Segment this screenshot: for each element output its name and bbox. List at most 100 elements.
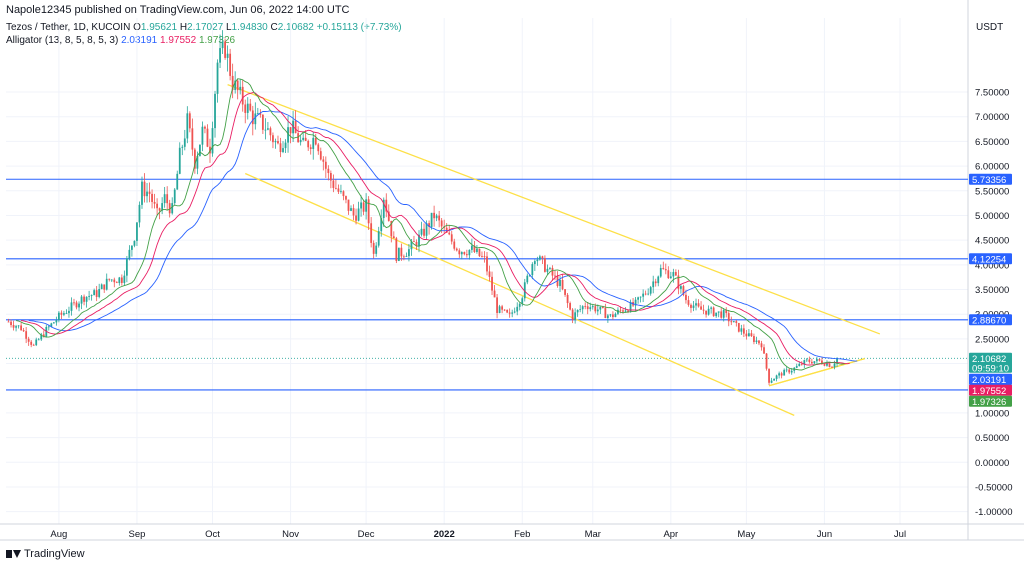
candle-body xyxy=(526,275,529,283)
candle-body xyxy=(609,314,612,316)
trendline xyxy=(227,84,881,335)
candle-body xyxy=(302,137,305,140)
candle-body xyxy=(156,203,158,209)
candle-body xyxy=(612,314,614,318)
candle-body xyxy=(327,168,330,174)
candle-body xyxy=(176,173,179,190)
price-axis[interactable]: 7.50000 7.00000 6.50000 6.00000 5.50000 5.000… xyxy=(975,88,1013,519)
candle-body xyxy=(63,313,65,315)
price-tick-label: 5.00000 xyxy=(975,211,1009,222)
grid xyxy=(0,0,1024,541)
candle-body xyxy=(702,309,705,311)
candle-body xyxy=(138,204,141,223)
candle-body xyxy=(765,353,768,369)
candle-body xyxy=(576,309,579,313)
symbol-name[interactable]: Tezos / Tether, 1D, KUCOIN xyxy=(6,22,131,33)
candle-body xyxy=(680,286,682,289)
time-axis[interactable]: Aug Sep Oct Nov Dec 2022 Feb Mar Apr May Jun Jul xyxy=(50,529,906,540)
candle-body xyxy=(269,128,272,136)
price-tick-label: 0.50000 xyxy=(975,433,1009,444)
candle-body xyxy=(707,308,710,315)
candle-body xyxy=(332,180,335,188)
candle-body xyxy=(30,341,33,345)
candle-body xyxy=(664,269,667,271)
candle-body xyxy=(828,363,831,367)
candle-body xyxy=(468,249,471,256)
candle-body xyxy=(438,215,441,221)
indicator-name[interactable]: Alligator (13, 8, 5, 8, 5, 3) xyxy=(6,35,119,46)
indicator-legend-row: Alligator (13, 8, 5, 8, 5, 3) 2.03191 1.… xyxy=(6,34,402,47)
candle-body xyxy=(110,279,113,281)
price-tick-label: 0.00000 xyxy=(975,458,1009,469)
candle-body xyxy=(370,223,373,243)
candle-body xyxy=(533,261,536,265)
candle-body xyxy=(649,287,652,294)
candle-body xyxy=(95,290,98,297)
lips-price-tag: 1.97326 xyxy=(972,397,1006,408)
candle-body xyxy=(93,290,96,296)
candle-body xyxy=(506,309,509,313)
candle-body xyxy=(279,143,282,152)
candle-body xyxy=(785,369,788,371)
candle-body xyxy=(564,289,566,295)
candle-body xyxy=(513,311,516,313)
time-tick-label: May xyxy=(737,529,755,540)
candle-body xyxy=(196,155,199,169)
footer: TradingView xyxy=(6,548,85,560)
candle-body xyxy=(732,321,735,323)
high-label: H xyxy=(179,22,188,33)
candle-body xyxy=(770,380,773,383)
time-tick-label: Aug xyxy=(50,529,67,540)
candle-body xyxy=(536,259,539,262)
candle-body xyxy=(742,328,745,334)
candle-body xyxy=(692,305,695,308)
candle-body xyxy=(687,300,690,305)
candle-body xyxy=(25,331,28,339)
candle-body xyxy=(677,275,680,289)
alligator-lips-line xyxy=(15,78,845,371)
candle-body xyxy=(10,321,12,326)
candle-body xyxy=(755,340,758,342)
candle-body xyxy=(800,363,803,365)
close-value: 2.10682 xyxy=(277,22,314,33)
candle-body xyxy=(85,296,88,302)
candle-body xyxy=(735,321,738,323)
candle-body xyxy=(788,369,791,373)
candle-body xyxy=(178,147,181,174)
candle-body xyxy=(541,256,544,259)
candle-body xyxy=(523,282,526,299)
candle-body xyxy=(798,363,801,367)
lips-price-tag-bg xyxy=(969,395,1012,407)
candle-body xyxy=(778,373,781,376)
trendlines xyxy=(227,84,881,416)
price-tick-label: 6.50000 xyxy=(975,137,1009,148)
candle-body xyxy=(57,312,60,321)
candle-body xyxy=(712,307,715,317)
candle-body xyxy=(763,347,765,354)
candle-body xyxy=(236,80,239,91)
candle-body xyxy=(387,211,390,221)
candle-body xyxy=(166,194,169,204)
candle-body xyxy=(382,199,385,219)
candle-body xyxy=(428,223,430,227)
candle-body xyxy=(98,289,101,297)
candle-body xyxy=(193,149,196,169)
price-tick-label: -1.00000 xyxy=(975,507,1013,518)
candle-body xyxy=(133,240,136,246)
candle-body xyxy=(521,298,524,304)
level-price-tag: 2.88670 xyxy=(972,315,1006,326)
candle-body xyxy=(254,113,257,125)
candle-body xyxy=(614,313,617,318)
candle-body xyxy=(83,296,85,302)
lips-value: 1.97326 xyxy=(198,35,236,46)
candle-body xyxy=(125,258,128,276)
candle-body xyxy=(7,321,10,323)
candle-body xyxy=(259,113,262,115)
candle-body xyxy=(715,312,718,317)
candle-body xyxy=(622,310,624,312)
candle-body xyxy=(410,241,413,250)
candle-body xyxy=(27,338,30,342)
candle-body xyxy=(118,277,121,284)
candle-body xyxy=(748,333,750,337)
